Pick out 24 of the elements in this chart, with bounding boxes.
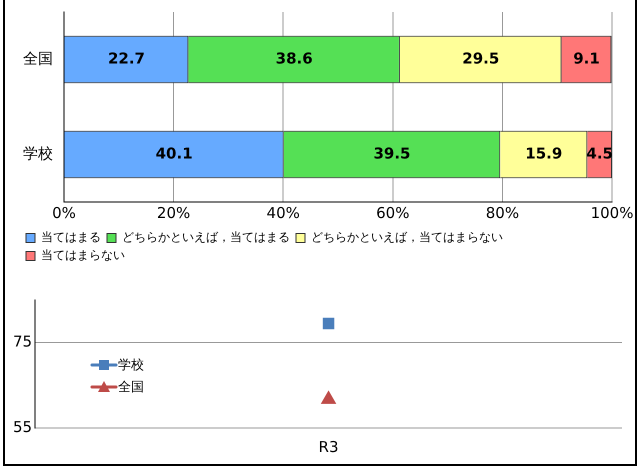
- legend-label: どちらかといえば，当てはまらない: [311, 230, 503, 244]
- x-tick-label: 100%: [590, 204, 634, 222]
- y-tick-label: 学校: [23, 144, 53, 162]
- data-label: 9.1: [573, 49, 600, 68]
- data-label: 22.7: [108, 49, 145, 68]
- data-label: 39.5: [373, 144, 410, 162]
- data-label: 29.5: [462, 49, 500, 68]
- legend-label: 当てはまらない: [41, 248, 125, 262]
- x-tick-label: 20%: [156, 204, 190, 222]
- x-tick-label: 80%: [486, 204, 520, 222]
- y-tick-label: 55: [12, 418, 32, 436]
- legend-label: 全国: [118, 379, 144, 396]
- legend-label: 当てはまる: [41, 230, 101, 244]
- legend-label: どちらかといえば，当てはまる: [122, 230, 290, 244]
- x-tick-label: 0%: [52, 204, 76, 222]
- x-tick-label: 40%: [266, 204, 300, 222]
- data-label: 15.9: [525, 144, 562, 162]
- x-tick-label: 60%: [376, 204, 410, 222]
- data-label: 38.6: [276, 49, 313, 68]
- legend-label: 学校: [118, 357, 144, 374]
- data-label: 40.1: [156, 144, 193, 162]
- y-tick-label: 75: [12, 332, 32, 351]
- y-tick-label: 全国: [23, 49, 53, 68]
- x-tick-label: R3: [318, 438, 339, 456]
